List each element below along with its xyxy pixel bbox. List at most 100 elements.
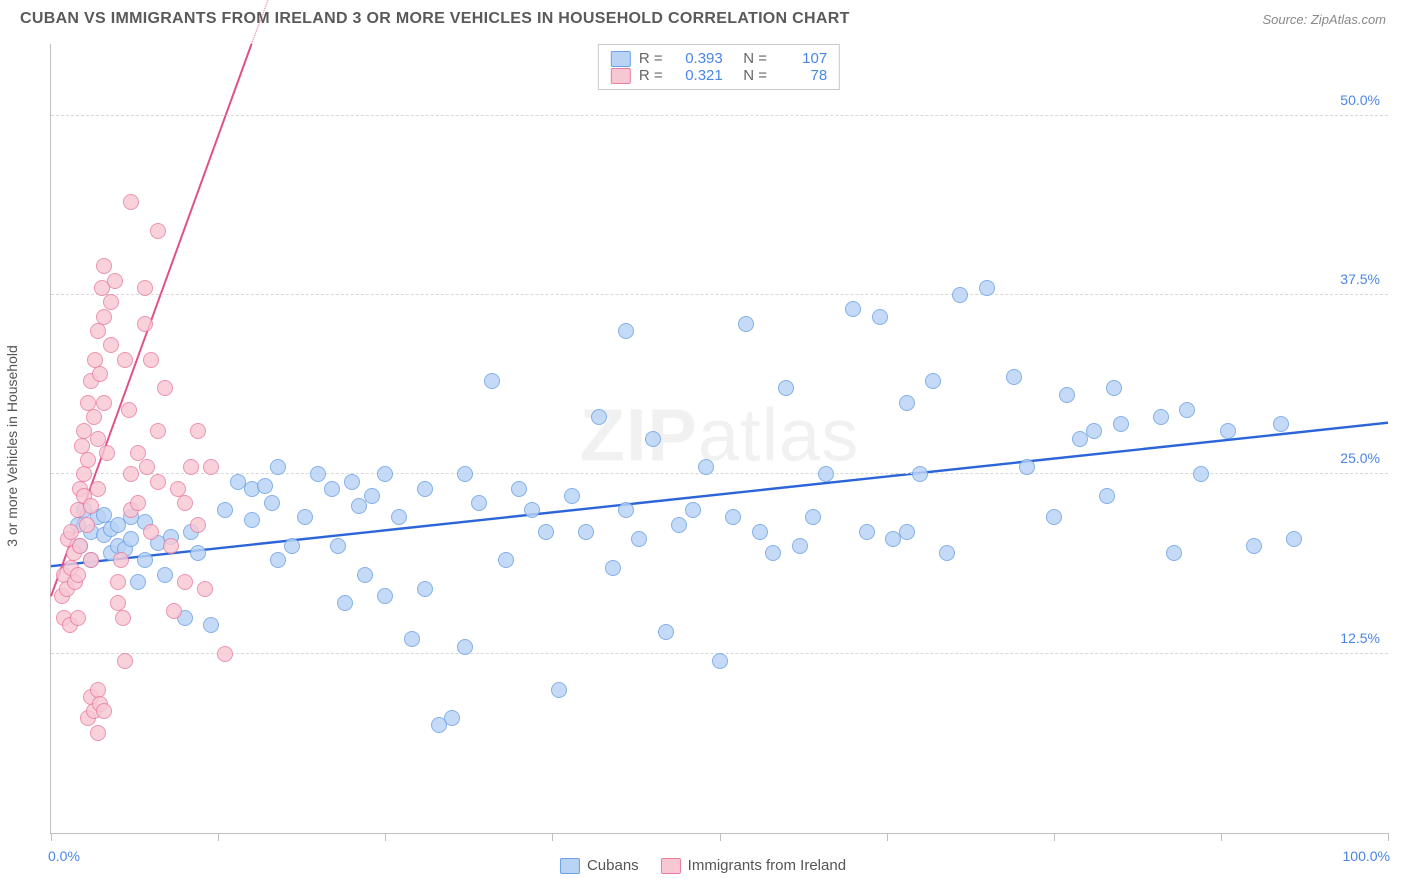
data-point (618, 502, 634, 518)
data-point (157, 567, 173, 583)
data-point (391, 509, 407, 525)
grid-line (51, 294, 1388, 295)
data-point (143, 352, 159, 368)
data-point (190, 423, 206, 439)
data-point (685, 502, 701, 518)
data-point (1006, 369, 1022, 385)
trend-lines (51, 44, 1388, 833)
plot-region: ZIPatlas 12.5%25.0%37.5%50.0% (50, 44, 1388, 834)
data-point (631, 531, 647, 547)
data-point (457, 639, 473, 655)
data-point (845, 301, 861, 317)
data-point (765, 545, 781, 561)
data-point (166, 603, 182, 619)
data-point (217, 646, 233, 662)
data-point (76, 466, 92, 482)
x-tick (1054, 833, 1055, 841)
data-point (712, 653, 728, 669)
data-point (1286, 531, 1302, 547)
series-legend: Cubans Immigrants from Ireland (560, 857, 846, 874)
data-point (351, 498, 367, 514)
data-point (498, 552, 514, 568)
data-point (90, 481, 106, 497)
data-point (899, 524, 915, 540)
y-tick-label: 12.5% (1340, 630, 1380, 646)
data-point (183, 459, 199, 475)
data-point (92, 366, 108, 382)
x-tick (1388, 833, 1389, 841)
x-tick (218, 833, 219, 841)
data-point (99, 445, 115, 461)
data-point (190, 517, 206, 533)
data-point (538, 524, 554, 540)
data-point (417, 481, 433, 497)
data-point (130, 574, 146, 590)
data-point (177, 574, 193, 590)
data-point (115, 610, 131, 626)
data-point (524, 502, 540, 518)
data-point (752, 524, 768, 540)
chart-header: CUBAN VS IMMIGRANTS FROM IRELAND 3 OR MO… (0, 0, 1406, 32)
data-point (117, 352, 133, 368)
data-point (177, 495, 193, 511)
data-point (364, 488, 380, 504)
data-point (1273, 416, 1289, 432)
data-point (150, 474, 166, 490)
data-point (671, 517, 687, 533)
data-point (872, 309, 888, 325)
data-point (444, 710, 460, 726)
data-point (72, 538, 88, 554)
data-point (792, 538, 808, 554)
data-point (925, 373, 941, 389)
data-point (96, 309, 112, 325)
data-point (270, 552, 286, 568)
legend-item-ireland: Immigrants from Ireland (661, 857, 846, 874)
data-point (203, 459, 219, 475)
swatch-ireland (661, 858, 681, 874)
data-point (1113, 416, 1129, 432)
data-point (578, 524, 594, 540)
data-point (564, 488, 580, 504)
swatch-ireland (611, 68, 631, 84)
data-point (591, 409, 607, 425)
data-point (1019, 459, 1035, 475)
data-point (1046, 509, 1062, 525)
data-point (83, 498, 99, 514)
data-point (270, 459, 286, 475)
data-point (1193, 466, 1209, 482)
data-point (96, 258, 112, 274)
data-point (324, 481, 340, 497)
data-point (63, 524, 79, 540)
data-point (377, 588, 393, 604)
data-point (83, 552, 99, 568)
data-point (979, 280, 995, 296)
data-point (551, 682, 567, 698)
data-point (818, 466, 834, 482)
data-point (417, 581, 433, 597)
swatch-cubans (611, 51, 631, 67)
legend-item-cubans: Cubans (560, 857, 639, 874)
chart-source: Source: ZipAtlas.com (1262, 12, 1386, 27)
stats-legend-row: R = 0.321 N = 78 (611, 67, 827, 84)
data-point (150, 223, 166, 239)
data-point (190, 545, 206, 561)
data-point (605, 560, 621, 576)
grid-line (51, 115, 1388, 116)
data-point (1166, 545, 1182, 561)
data-point (137, 316, 153, 332)
data-point (70, 567, 86, 583)
data-point (1246, 538, 1262, 554)
y-tick-label: 37.5% (1340, 271, 1380, 287)
watermark: ZIPatlas (580, 392, 859, 477)
data-point (310, 466, 326, 482)
data-point (1086, 423, 1102, 439)
swatch-cubans (560, 858, 580, 874)
data-point (163, 538, 179, 554)
data-point (90, 431, 106, 447)
data-point (471, 495, 487, 511)
data-point (96, 395, 112, 411)
data-point (698, 459, 714, 475)
data-point (939, 545, 955, 561)
data-point (1106, 380, 1122, 396)
data-point (123, 531, 139, 547)
